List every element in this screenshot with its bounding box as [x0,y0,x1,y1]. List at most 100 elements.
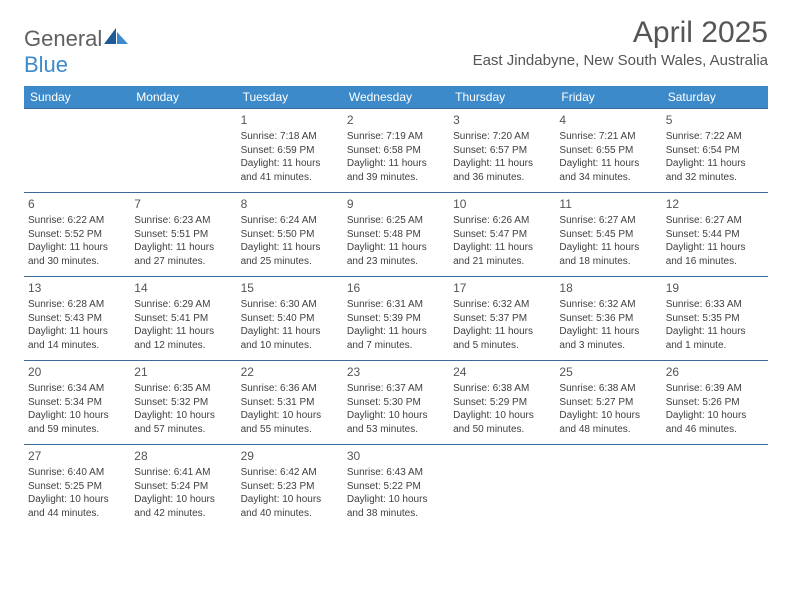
calendar-day-cell: 12Sunrise: 6:27 AMSunset: 5:44 PMDayligh… [662,193,768,277]
daylight-text: Daylight: 10 hours and 44 minutes. [28,493,126,520]
calendar-day-cell: 5Sunrise: 7:22 AMSunset: 6:54 PMDaylight… [662,109,768,193]
day-number: 29 [241,448,339,464]
sunrise-text: Sunrise: 6:33 AM [666,298,764,312]
sunrise-text: Sunrise: 6:41 AM [134,466,232,480]
calendar-day-cell [130,109,236,193]
calendar-day-cell: 11Sunrise: 6:27 AMSunset: 5:45 PMDayligh… [555,193,661,277]
calendar-week-row: 27Sunrise: 6:40 AMSunset: 5:25 PMDayligh… [24,445,768,529]
calendar-day-cell: 3Sunrise: 7:20 AMSunset: 6:57 PMDaylight… [449,109,555,193]
logo-text: GeneralBlue [24,26,130,78]
logo-text-1: General [24,26,102,51]
calendar-day-cell [662,445,768,529]
header: GeneralBlue April 2025 East Jindabyne, N… [24,16,768,78]
sunset-text: Sunset: 5:50 PM [241,228,339,242]
sunrise-text: Sunrise: 6:24 AM [241,214,339,228]
sunrise-text: Sunrise: 6:32 AM [559,298,657,312]
sunset-text: Sunset: 5:51 PM [134,228,232,242]
sunrise-text: Sunrise: 6:32 AM [453,298,551,312]
day-number: 22 [241,364,339,380]
calendar-day-cell: 28Sunrise: 6:41 AMSunset: 5:24 PMDayligh… [130,445,236,529]
daylight-text: Daylight: 10 hours and 46 minutes. [666,409,764,436]
sunset-text: Sunset: 5:47 PM [453,228,551,242]
calendar-day-cell: 10Sunrise: 6:26 AMSunset: 5:47 PMDayligh… [449,193,555,277]
day-number: 3 [453,112,551,128]
sunset-text: Sunset: 6:55 PM [559,144,657,158]
sunset-text: Sunset: 5:25 PM [28,480,126,494]
calendar-day-cell: 30Sunrise: 6:43 AMSunset: 5:22 PMDayligh… [343,445,449,529]
sunrise-text: Sunrise: 7:22 AM [666,130,764,144]
sunset-text: Sunset: 5:39 PM [347,312,445,326]
daylight-text: Daylight: 11 hours and 25 minutes. [241,241,339,268]
day-number: 21 [134,364,232,380]
weekday-header: Tuesday [237,86,343,109]
day-number: 27 [28,448,126,464]
sunrise-text: Sunrise: 6:30 AM [241,298,339,312]
sunrise-text: Sunrise: 7:19 AM [347,130,445,144]
calendar-day-cell: 26 Sunrise: 6:39 AMSunset: 5:26 PMDayligh… [662,361,768,445]
day-number: 14 [134,280,232,296]
sunrise-text: Sunrise: 7:18 AM [241,130,339,144]
calendar-page: GeneralBlue April 2025 East Jindabyne, N… [0,0,792,545]
daylight-text: Daylight: 11 hours and 10 minutes. [241,325,339,352]
daylight-text: Daylight: 10 hours and 48 minutes. [559,409,657,436]
sunrise-text: Sunrise: 6:36 AM [241,382,339,396]
sunrise-text: Sunrise: 6:31 AM [347,298,445,312]
day-number: 4 [559,112,657,128]
day-number: 8 [241,196,339,212]
daylight-text: Daylight: 11 hours and 23 minutes. [347,241,445,268]
daylight-text: Daylight: 11 hours and 32 minutes. [666,157,764,184]
calendar-week-row: 6 Sunrise: 6:22 AMSunset: 5:52 PM Daylight… [24,193,768,277]
sunset-text: Sunset: 5:37 PM [453,312,551,326]
sunrise-text: Sunrise: 7:21 AM [559,130,657,144]
day-number: 17 [453,280,551,296]
daylight-text: Daylight: 10 hours and 40 minutes. [241,493,339,520]
sunset-text: Sunset: 5:35 PM [666,312,764,326]
calendar-day-cell: 24Sunrise: 6:38 AMSunset: 5:29 PMDayligh… [449,361,555,445]
day-number: 28 [134,448,232,464]
day-number: 15 [241,280,339,296]
sunrise-text: Sunrise: 6:22 AM [28,214,126,228]
weekday-header: Sunday [24,86,130,109]
calendar-day-cell: 22 Sunrise: 6:36 AMSunset: 5:31 PMDayligh… [237,361,343,445]
daylight-text: Daylight: 10 hours and 55 minutes. [241,409,339,436]
sunset-text: Sunset: 5:31 PM [241,396,339,410]
daylight-text: Daylight: 10 hours and 50 minutes. [453,409,551,436]
sunrise-text: Sunrise: 6:38 AM [453,382,551,396]
calendar-day-cell [555,445,661,529]
weekday-header: Saturday [662,86,768,109]
day-number: 2 [347,112,445,128]
daylight-text: Daylight: 11 hours and 5 minutes. [453,325,551,352]
sunset-text: Sunset: 5:32 PM [134,396,232,410]
sunrise-text: Sunrise: 6:29 AM [134,298,232,312]
daylight-text: Daylight: 10 hours and 53 minutes. [347,409,445,436]
sunrise-text: Sunrise: 6:43 AM [347,466,445,480]
logo: GeneralBlue [24,16,130,78]
day-number: 18 [559,280,657,296]
sunrise-text: Sunrise: 6:27 AM [559,214,657,228]
daylight-text: Daylight: 11 hours and 1 minute. [666,325,764,352]
daylight-text: Daylight: 11 hours and 27 minutes. [134,241,232,268]
calendar-day-cell: 16Sunrise: 6:31 AMSunset: 5:39 PMDayligh… [343,277,449,361]
sunrise-text: Sunrise: 6:40 AM [28,466,126,480]
calendar-day-cell: 20Sunrise: 6:34 AMSunset: 5:34 PMDayligh… [24,361,130,445]
calendar-day-cell: 13Sunrise: 6:28 AMSunset: 5:43 PMDayligh… [24,277,130,361]
sunrise-text: Sunrise: 6:27 AM [666,214,764,228]
sunrise-text: Sunrise: 6:39 AM [666,382,764,396]
daylight-text: Daylight: 11 hours and 14 minutes. [28,325,126,352]
day-number: 7 [134,196,232,212]
day-number: 24 [453,364,551,380]
day-number: 6 [28,196,126,212]
daylight-text: Daylight: 10 hours and 38 minutes. [347,493,445,520]
sunset-text: Sunset: 5:45 PM [559,228,657,242]
sunset-text: Sunset: 6:57 PM [453,144,551,158]
daylight-text: Daylight: 11 hours and 18 minutes. [559,241,657,268]
daylight-text: Daylight: 11 hours and 41 minutes. [241,157,339,184]
weekday-header: Friday [555,86,661,109]
sunset-text: Sunset: 5:48 PM [347,228,445,242]
calendar-day-cell [24,109,130,193]
day-number: 26 [666,364,764,380]
sunset-text: Sunset: 5:26 PM [666,396,764,410]
sunset-text: Sunset: 5:52 PM [28,228,126,242]
title-block: April 2025 East Jindabyne, New South Wal… [473,16,768,69]
daylight-text: Daylight: 10 hours and 42 minutes. [134,493,232,520]
